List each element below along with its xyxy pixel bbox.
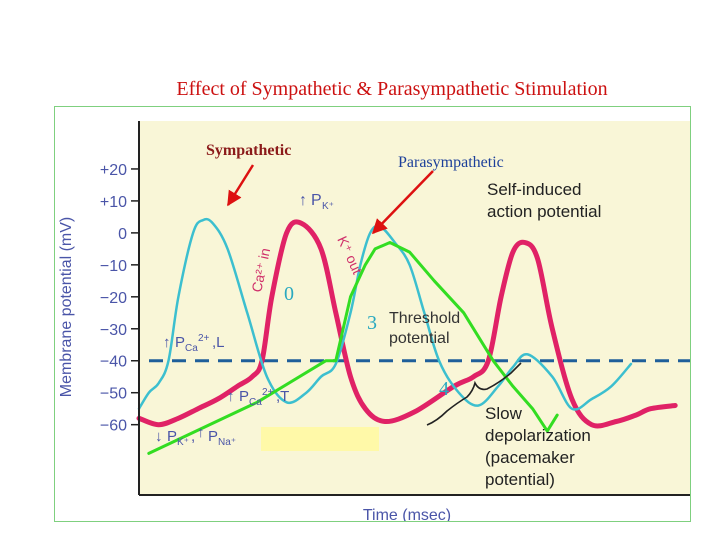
slow-depolarization-brace <box>426 362 522 426</box>
self-induced-label-line1: Self-induced <box>487 180 582 199</box>
pna-sub: Na⁺ <box>218 437 236 448</box>
action-potential-chart: +20 +10 0 −10 −20 −30 −40 −50 −60 Sympathetic Par… <box>58 121 690 521</box>
slow-label-line2: depolarization <box>485 426 591 445</box>
pca-l-sup: 2+ <box>198 333 210 344</box>
pk-down-arrow: ↓ <box>155 428 163 445</box>
self-induced-label-line2: action potential <box>487 202 601 221</box>
sympathetic-label: Sympathetic <box>206 142 291 159</box>
parasympathetic-label: Parasympathetic <box>398 154 504 171</box>
y-tick-label: −60 <box>100 418 127 435</box>
pna-up-arrow: ↑ <box>197 424 205 441</box>
y-tick-label: −50 <box>100 386 127 403</box>
sympathetic-arrow <box>226 164 255 207</box>
y-tick-label: −10 <box>100 258 127 275</box>
pca-t-sub: Ca <box>249 397 262 408</box>
pca-l-label: P <box>175 334 185 351</box>
slide-title: Effect of Sympathetic & Parasympathetic … <box>176 78 608 100</box>
pk-pna-sub: K⁺ <box>177 437 189 448</box>
pk-up-arrow: ↑ <box>299 192 307 209</box>
pna-label: P <box>208 428 218 445</box>
y-tick-label: +10 <box>100 194 127 211</box>
pca-t-tail: ,T <box>276 388 289 405</box>
pk-pna-label: P <box>167 428 177 445</box>
phase-3-label: 3 <box>367 312 377 334</box>
y-tick-label: −40 <box>100 354 127 371</box>
pk-pna-comma: , <box>191 428 195 445</box>
pacemaker-trace <box>136 219 678 429</box>
pca-l-sub: Ca <box>185 343 198 354</box>
phase-0-label: 0 <box>284 283 294 305</box>
threshold-label-line2: potential <box>389 330 450 347</box>
y-tick-label: +20 <box>100 162 127 179</box>
pk-up-sub: K⁺ <box>322 201 334 212</box>
y-axis-label: Membrane potential (mV) <box>58 217 75 398</box>
slow-label-line3: (pacemaker <box>485 448 575 467</box>
y-tick-label: 0 <box>118 226 127 243</box>
phase-4-label: 4 <box>439 378 449 400</box>
pca-l-arrow: ↑ <box>163 334 171 351</box>
pca-t-arrow: ↑ <box>227 388 235 405</box>
plot-background <box>139 121 690 495</box>
pk-up-label: P <box>311 192 322 209</box>
pca-t-sup: 2+ <box>262 387 274 398</box>
x-axis-label: Time (msec) <box>363 507 451 521</box>
highlight-box <box>261 427 379 451</box>
y-tick-label: −30 <box>100 322 127 339</box>
threshold-label-line1: Threshold <box>389 310 460 327</box>
slow-label-line4: potential) <box>485 470 555 489</box>
pca-t-label: P <box>239 388 249 405</box>
sympathetic-trace <box>137 217 633 411</box>
parasympathetic-arrow <box>371 170 434 235</box>
slow-label-line1: Slow <box>485 404 523 423</box>
y-tick-label: −20 <box>100 290 127 307</box>
parasympathetic-trace <box>147 241 559 455</box>
chart-frame: +20 +10 0 −10 −20 −30 −40 −50 −60 Sympathetic Par… <box>54 106 691 522</box>
pca-l-tail: ,L <box>212 334 225 351</box>
